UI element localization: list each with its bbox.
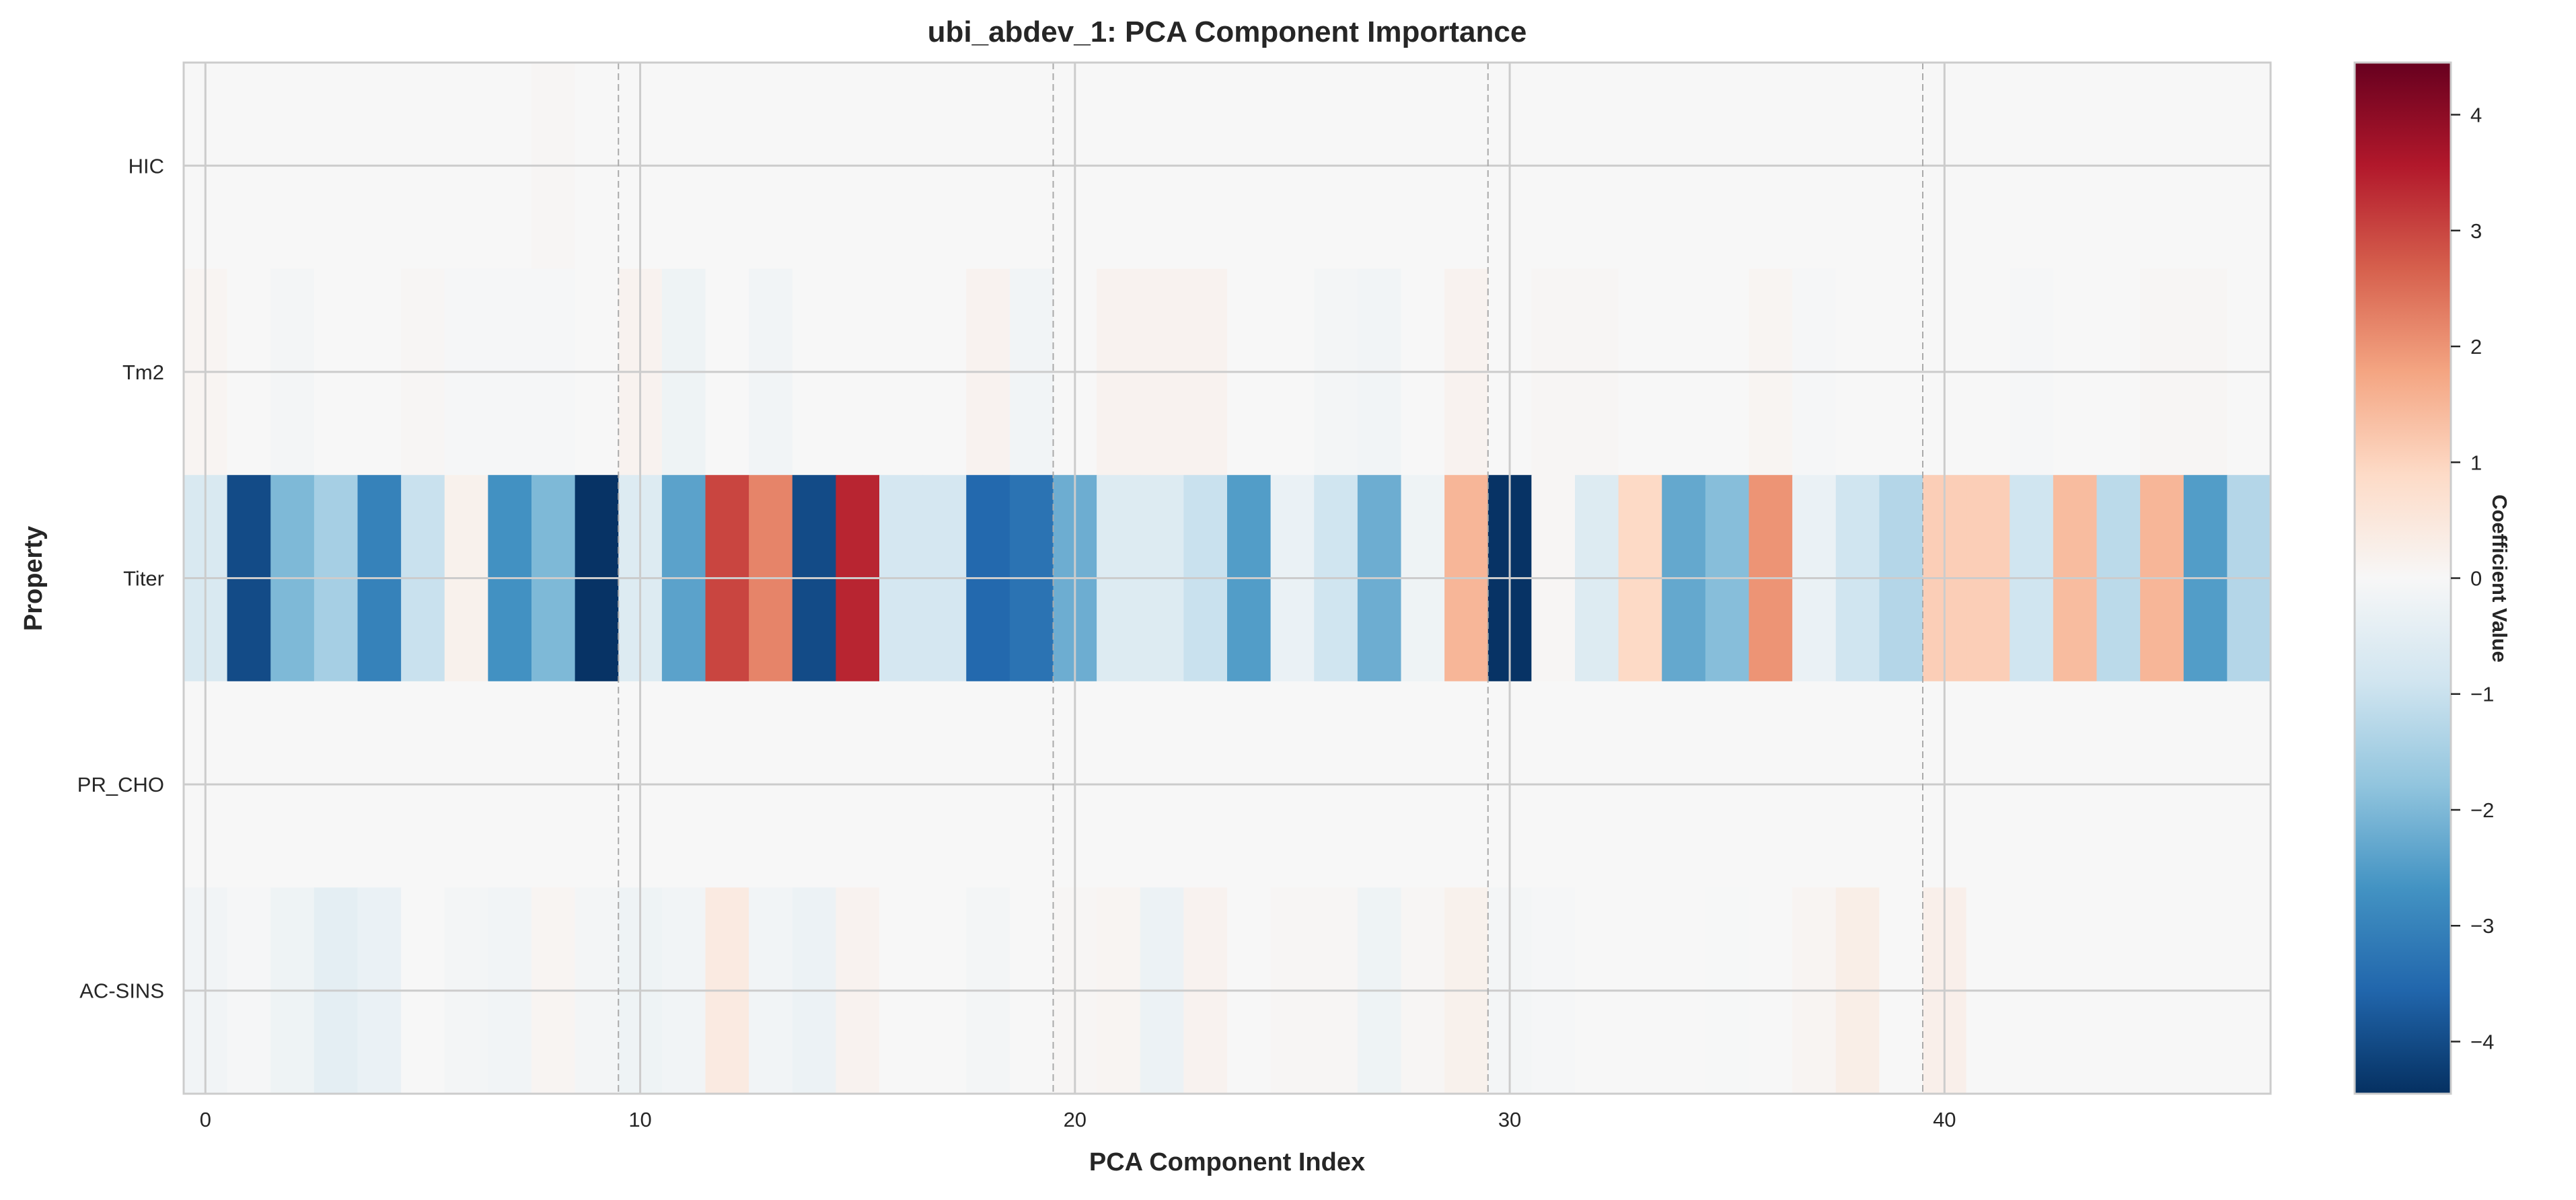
colorbar-tick-label: −1 xyxy=(2470,683,2494,706)
colorbar-tick-label: 1 xyxy=(2470,451,2482,474)
grid-lines xyxy=(184,63,2271,1094)
colorbar-tick-label: −4 xyxy=(2470,1030,2494,1053)
x-tick-label: 10 xyxy=(628,1108,651,1131)
colorbar-tick-label: 3 xyxy=(2470,219,2482,243)
colorbar-tick-label: 4 xyxy=(2470,104,2482,127)
colorbar-tick-label: −3 xyxy=(2470,914,2494,938)
y-tick-label: Tm2 xyxy=(122,361,164,384)
plot-frame xyxy=(182,61,2272,1095)
colorbar-tick-label: 2 xyxy=(2470,335,2482,359)
x-tick-label: 30 xyxy=(1498,1108,1521,1131)
colorbar-label: Coefficient Value xyxy=(2488,494,2511,663)
colorbar-ticks: −4 −3 −2 −1 0 1 2 3 4 xyxy=(2451,104,2494,1053)
y-axis-label: Property xyxy=(20,526,48,631)
x-tick-label: 40 xyxy=(1933,1108,1956,1131)
x-tick-label: 20 xyxy=(1064,1108,1087,1131)
y-tick-label: Titer xyxy=(123,567,164,591)
y-tick-label: HIC xyxy=(128,154,164,178)
y-tick-label: AC-SINS xyxy=(79,979,164,1003)
y-tick-label: PR_CHO xyxy=(77,773,164,796)
x-tick-labels: 0 10 20 30 40 xyxy=(200,1108,1956,1131)
colorbar-tick-label: 0 xyxy=(2470,567,2482,591)
colorbar-tick-label: −2 xyxy=(2470,798,2494,822)
x-axis-label: PCA Component Index xyxy=(1089,1148,1365,1176)
colorbar xyxy=(2353,61,2452,1095)
x-tick-label: 0 xyxy=(200,1108,211,1131)
y-tick-labels: HIC Tm2 Titer PR_CHO AC-SINS xyxy=(77,154,164,1002)
chart-title: ubi_abdev_1: PCA Component Importance xyxy=(928,15,1527,48)
